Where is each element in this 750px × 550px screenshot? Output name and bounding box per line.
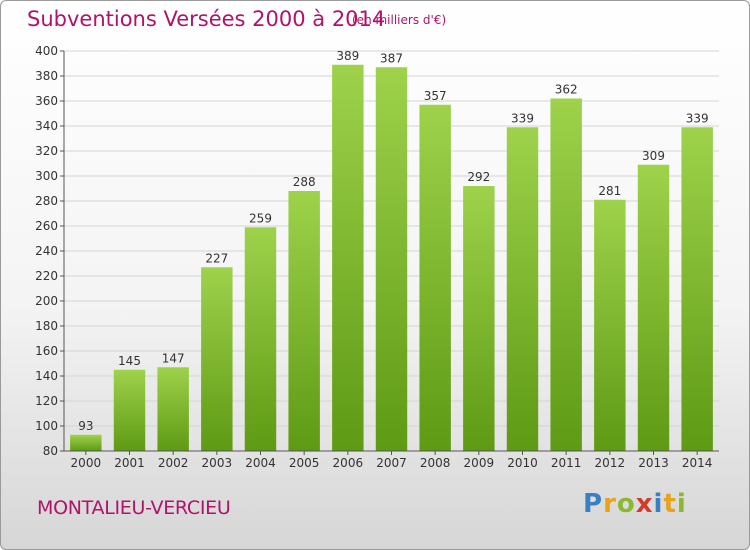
bar-value-label: 227 xyxy=(205,251,228,265)
x-tick-label: 2013 xyxy=(638,456,669,470)
bar xyxy=(201,267,233,451)
logo-letter: o xyxy=(616,489,636,519)
bar xyxy=(157,367,189,451)
logo-letter: r xyxy=(603,489,617,519)
y-tick-label: 180 xyxy=(35,319,58,333)
bar xyxy=(506,127,539,451)
y-tick-label: 400 xyxy=(35,44,58,58)
bar-value-label: 288 xyxy=(293,175,316,189)
logo-letter: i xyxy=(676,489,687,519)
logo-letter: x xyxy=(635,489,654,519)
x-tick-label: 2008 xyxy=(420,456,451,470)
bar-value-label: 93 xyxy=(78,419,93,433)
x-tick-label: 2014 xyxy=(682,456,713,470)
bar-value-label: 362 xyxy=(555,83,578,97)
x-tick-label: 2005 xyxy=(289,456,320,470)
bar-value-label: 339 xyxy=(511,111,534,125)
bar-value-label: 389 xyxy=(336,49,359,63)
bar-value-label: 147 xyxy=(162,351,185,365)
bar-value-label: 387 xyxy=(380,51,403,65)
y-tick-label: 80 xyxy=(43,444,58,458)
bar-value-label: 281 xyxy=(598,184,621,198)
y-tick-label: 260 xyxy=(35,219,58,233)
bar-value-label: 259 xyxy=(249,211,272,225)
x-tick-label: 2007 xyxy=(376,456,407,470)
bar-value-label: 292 xyxy=(467,170,490,184)
bar xyxy=(550,98,582,451)
chart-subtitle: (en milliers d'€) xyxy=(352,13,447,27)
bar-value-label: 357 xyxy=(424,89,447,103)
x-tick-label: 2001 xyxy=(114,456,145,470)
bar xyxy=(375,67,408,451)
x-tick-label: 2009 xyxy=(464,456,495,470)
bar xyxy=(288,191,320,451)
bar xyxy=(463,186,495,451)
x-tick-label: 2012 xyxy=(595,456,626,470)
bar xyxy=(113,369,146,451)
y-tick-label: 300 xyxy=(35,169,58,183)
y-tick-label: 320 xyxy=(35,144,58,158)
x-tick-label: 2004 xyxy=(245,456,276,470)
bar-value-label: 145 xyxy=(118,354,141,368)
bar xyxy=(332,64,364,451)
x-tick-label: 2010 xyxy=(507,456,538,470)
bar xyxy=(637,164,670,451)
y-tick-label: 120 xyxy=(35,394,58,408)
bar xyxy=(244,227,277,451)
bar xyxy=(681,127,713,451)
y-tick-label: 240 xyxy=(35,244,58,258)
town-name: MONTALIEU-VERCIEU xyxy=(37,497,231,519)
logo-letter: i xyxy=(653,489,664,519)
labels: 80 100 120 140 160 180 200 220 240 260 280 300 320 34… xyxy=(35,44,712,470)
logo-letter: P xyxy=(583,489,604,519)
proxiti-logo: Proxiti xyxy=(583,489,687,519)
y-tick-label: 100 xyxy=(35,419,58,433)
chart-title: Subventions Versées 2000 à 2014 xyxy=(27,7,386,31)
bar xyxy=(419,104,451,451)
x-tick-label: 2003 xyxy=(202,456,233,470)
x-tick-label: 2006 xyxy=(333,456,364,470)
axes xyxy=(60,50,719,455)
y-tick-label: 200 xyxy=(35,294,58,308)
y-tick-label: 360 xyxy=(35,94,58,108)
bar-value-label: 339 xyxy=(686,111,709,125)
y-tick-label: 280 xyxy=(35,194,58,208)
y-tick-label: 380 xyxy=(35,69,58,83)
x-tick-label: 2000 xyxy=(71,456,102,470)
bars xyxy=(70,64,713,451)
bar xyxy=(70,434,102,451)
y-tick-label: 160 xyxy=(35,344,58,358)
logo-letter: t xyxy=(663,489,677,519)
bar-value-label: 309 xyxy=(642,149,665,163)
y-tick-label: 220 xyxy=(35,269,58,283)
x-tick-label: 2002 xyxy=(158,456,189,470)
bar xyxy=(594,199,626,451)
y-tick-label: 140 xyxy=(35,369,58,383)
y-tick-label: 340 xyxy=(35,119,58,133)
x-tick-label: 2011 xyxy=(551,456,582,470)
